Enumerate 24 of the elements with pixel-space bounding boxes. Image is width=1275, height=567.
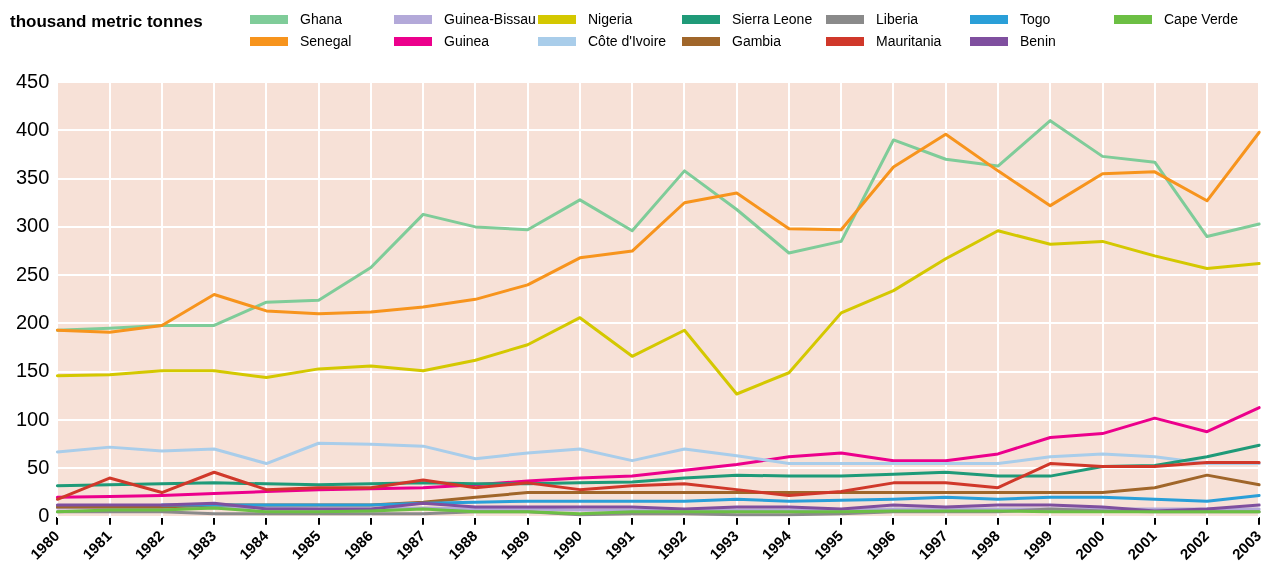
y-tick-label: 300 xyxy=(15,214,50,237)
y-tick-label: 400 xyxy=(15,117,50,140)
y-axis-title: thousand metric tonnes xyxy=(10,11,204,32)
legend-label: Senegal xyxy=(300,33,352,49)
y-tick-label: 100 xyxy=(15,407,50,430)
y-tick-label: 200 xyxy=(15,311,50,333)
legend-label: Liberia xyxy=(876,11,919,27)
y-tick-label: 0 xyxy=(38,504,50,527)
legend-label: Mauritania xyxy=(876,33,942,49)
legend-label: Guinea xyxy=(444,33,490,49)
legend-label: Cape Verde xyxy=(1164,11,1238,27)
legend-label: Gambia xyxy=(732,33,782,49)
y-tick-label: 350 xyxy=(15,166,50,189)
legend-label: Guinea-Bissau xyxy=(444,11,536,27)
legend-label: Côte d'Ivoire xyxy=(588,33,667,49)
y-tick-label: 450 xyxy=(15,69,50,92)
legend-label: Benin xyxy=(1020,33,1056,49)
y-tick-label: 250 xyxy=(15,262,50,285)
legend-label: Ghana xyxy=(300,11,343,27)
legend-label: Togo xyxy=(1020,11,1051,27)
y-tick-label: 150 xyxy=(15,359,50,382)
y-tick-label: 50 xyxy=(27,455,50,478)
legend-label: Nigeria xyxy=(588,11,633,27)
legend-label: Sierra Leone xyxy=(732,11,813,27)
